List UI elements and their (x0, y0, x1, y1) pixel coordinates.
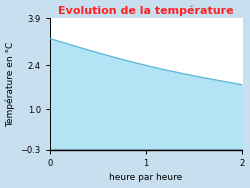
Y-axis label: Température en °C: Température en °C (6, 41, 15, 127)
X-axis label: heure par heure: heure par heure (109, 174, 182, 182)
Title: Evolution de la température: Evolution de la température (58, 6, 234, 16)
